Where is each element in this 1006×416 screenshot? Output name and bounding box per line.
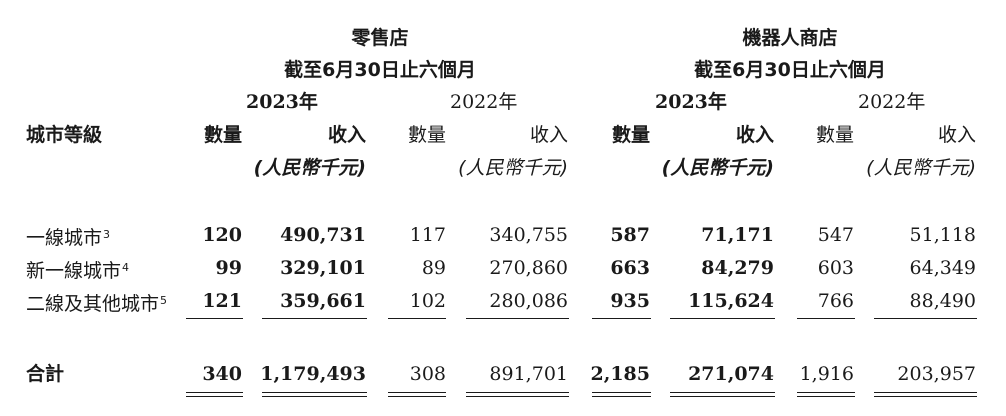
- table-cell: 64,349: [909, 257, 976, 279]
- table-cell: 102: [409, 290, 446, 312]
- total-cell: 2,185: [590, 363, 651, 385]
- revenue-header: 收入: [735, 124, 774, 146]
- table-cell: 663: [610, 257, 650, 279]
- group-subtitle-robot: 截至6月30日止六個月: [694, 59, 886, 81]
- subtotal-rule: [186, 318, 243, 319]
- total-cell: 891,701: [489, 363, 568, 385]
- year-2023-retail: 2023年: [246, 91, 318, 113]
- total-double-rule: [592, 396, 651, 397]
- table-cell: 603: [817, 257, 854, 279]
- table-cell: 935: [610, 290, 650, 312]
- table-cell: 280,086: [489, 290, 568, 312]
- group-subtitle-retail: 截至6月30日止六個月: [284, 59, 476, 81]
- total-double-rule: [466, 396, 569, 397]
- group-title-robot: 機器人商店: [742, 27, 838, 49]
- subtotal-rule: [797, 318, 855, 319]
- table-cell: 51,118: [909, 224, 976, 246]
- table-cell: 115,624: [688, 290, 774, 312]
- total-double-rule: [262, 392, 367, 393]
- table-cell: 117: [409, 224, 446, 246]
- year-2023-robot: 2023年: [655, 91, 727, 113]
- quantity-header: 數量: [611, 124, 650, 146]
- table-cell: 587: [610, 224, 650, 246]
- total-double-rule: [388, 392, 446, 393]
- revenue-header: 收入: [529, 124, 568, 146]
- table-cell: 88,490: [909, 290, 976, 312]
- table-cell: 121: [202, 290, 242, 312]
- total-double-rule: [388, 396, 446, 397]
- total-double-rule: [466, 392, 569, 393]
- quantity-header: 數量: [815, 124, 854, 146]
- subtotal-rule: [874, 318, 977, 319]
- quantity-header: 數量: [407, 124, 446, 146]
- revenue-header: 收入: [937, 124, 976, 146]
- total-double-rule: [186, 396, 243, 397]
- total-double-rule: [592, 392, 651, 393]
- row-label: 二線及其他城市5: [26, 293, 168, 315]
- total-double-rule: [186, 392, 243, 393]
- table-cell: 766: [817, 290, 854, 312]
- subtotal-rule: [592, 318, 651, 319]
- total-double-rule: [874, 396, 977, 397]
- total-cell: 271,074: [688, 363, 774, 385]
- group-title-retail: 零售店: [351, 27, 409, 49]
- total-cell: 340: [202, 363, 242, 385]
- total-cell: 1,916: [799, 363, 854, 385]
- table-cell: 359,661: [280, 290, 366, 312]
- unit-label: (人民幣千元): [661, 157, 774, 179]
- total-cell: 1,179,493: [260, 363, 366, 385]
- total-double-rule: [262, 396, 367, 397]
- year-2022-robot: 2022年: [858, 91, 926, 113]
- table-cell: 340,755: [489, 224, 568, 246]
- subtotal-rule: [388, 318, 446, 319]
- subtotal-rule: [262, 318, 367, 319]
- quantity-header: 數量: [203, 124, 242, 146]
- total-double-rule: [797, 392, 855, 393]
- city-tier-header: 城市等級: [26, 124, 103, 146]
- table-cell: 84,279: [701, 257, 774, 279]
- table-cell: 547: [817, 224, 854, 246]
- table-cell: 71,171: [701, 224, 774, 246]
- table-cell: 99: [215, 257, 242, 279]
- total-double-rule: [670, 396, 775, 397]
- revenue-header: 收入: [327, 124, 366, 146]
- row-label: 新一線城市4: [26, 260, 130, 282]
- table-cell: 89: [421, 257, 446, 279]
- table-cell: 329,101: [280, 257, 366, 279]
- table-cell: 490,731: [280, 224, 366, 246]
- subtotal-rule: [670, 318, 775, 319]
- total-double-rule: [797, 396, 855, 397]
- total-cell: 203,957: [897, 363, 976, 385]
- table-cell: 270,860: [489, 257, 568, 279]
- total-cell: 308: [409, 363, 446, 385]
- table-cell: 120: [202, 224, 242, 246]
- row-label: 一線城市3: [26, 227, 111, 249]
- total-label: 合計: [26, 363, 65, 385]
- subtotal-rule: [466, 318, 569, 319]
- unit-label: (人民幣千元): [253, 157, 366, 179]
- unit-label: (人民幣千元): [866, 157, 976, 179]
- total-double-rule: [874, 392, 977, 393]
- unit-label: (人民幣千元): [458, 157, 568, 179]
- total-double-rule: [670, 392, 775, 393]
- year-2022-retail: 2022年: [450, 91, 518, 113]
